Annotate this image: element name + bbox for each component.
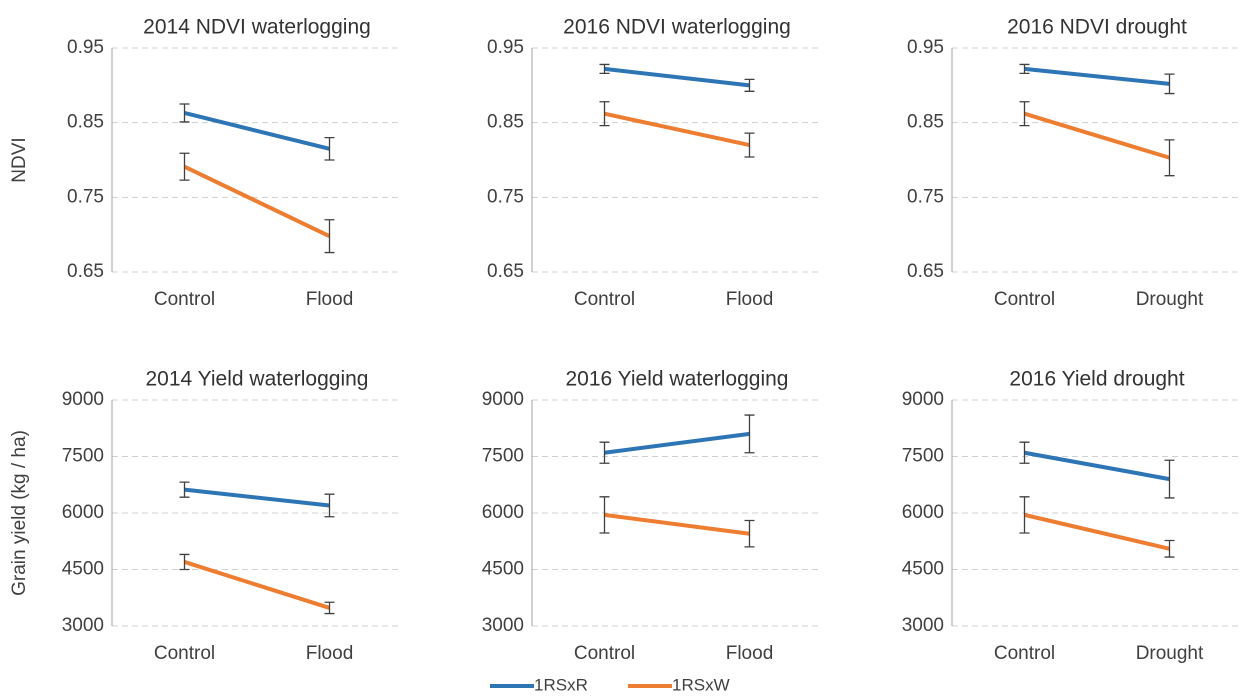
error-bar <box>599 63 610 75</box>
series-line <box>184 111 330 151</box>
y-tick-label: 6000 <box>482 502 524 523</box>
error-bar <box>1019 63 1030 75</box>
y-tick-label: 6000 <box>62 502 104 523</box>
x-tick-label: Flood <box>726 643 774 664</box>
legend-label: 1RSxW <box>672 675 730 694</box>
series-line <box>604 66 750 88</box>
chart-title: 2016 NDVI waterlogging <box>563 16 791 39</box>
series-line <box>1023 111 1171 160</box>
series-line <box>1024 66 1170 86</box>
error-bar <box>744 414 755 454</box>
error-bar <box>179 152 190 181</box>
x-tick-label: Drought <box>1136 643 1204 664</box>
series-line <box>183 164 331 238</box>
y-tick-label: 0.85 <box>907 112 944 133</box>
error-bar <box>324 493 335 518</box>
error-bar <box>599 441 610 464</box>
series-line <box>604 111 750 148</box>
x-tick-label: Flood <box>726 289 774 310</box>
y-tick-label: 0.75 <box>907 186 944 207</box>
error-bar <box>1164 139 1175 177</box>
y-tick-label: 6000 <box>902 502 944 523</box>
y-tick-label: 0.85 <box>487 112 524 133</box>
y-tick-label: 7500 <box>482 446 524 467</box>
series-line <box>1024 450 1170 482</box>
x-tick-label: Control <box>154 643 215 664</box>
error-bar <box>324 219 335 254</box>
error-bar <box>744 132 755 158</box>
y-tick-label: 0.95 <box>487 37 524 58</box>
x-tick-label: Flood <box>306 643 354 664</box>
y-tick-label: 0.65 <box>67 261 104 282</box>
y-tick-label: 0.75 <box>487 186 524 207</box>
series-line <box>1024 512 1170 551</box>
y-tick-label: 4500 <box>482 559 524 580</box>
y-tick-label: 9000 <box>902 389 944 410</box>
y-tick-label: 3000 <box>902 615 944 636</box>
y-tick-label: 0.95 <box>907 37 944 58</box>
chart-title: 2016 Yield drought <box>1009 368 1184 391</box>
y-tick-label: 0.85 <box>67 112 104 133</box>
x-tick-label: Control <box>154 289 215 310</box>
error-bar <box>599 101 610 127</box>
y-axis-label: NDVI <box>9 137 30 182</box>
error-bar <box>1019 496 1030 534</box>
y-tick-label: 7500 <box>902 446 944 467</box>
y-tick-label: 0.75 <box>67 186 104 207</box>
y-tick-label: 3000 <box>62 615 104 636</box>
series-line <box>604 512 750 536</box>
error-bar <box>1019 441 1030 464</box>
y-tick-label: 3000 <box>482 615 524 636</box>
y-tick-label: 7500 <box>62 446 104 467</box>
error-bar <box>179 553 190 571</box>
x-tick-label: Control <box>574 643 635 664</box>
series-line <box>604 431 750 455</box>
chart-title: 2016 NDVI drought <box>1007 16 1187 39</box>
error-bar <box>1164 459 1175 499</box>
error-bar <box>1164 73 1175 95</box>
error-bar <box>179 481 190 498</box>
error-bar <box>179 103 190 123</box>
error-bar <box>599 496 610 534</box>
y-axis-label: Grain yield (kg / ha) <box>9 430 30 596</box>
x-tick-label: Control <box>574 289 635 310</box>
error-bar <box>1164 539 1175 558</box>
x-tick-label: Flood <box>306 289 354 310</box>
x-tick-label: Drought <box>1136 289 1204 310</box>
x-tick-label: Control <box>994 289 1055 310</box>
y-tick-label: 4500 <box>902 559 944 580</box>
series-line <box>183 560 331 610</box>
series-line <box>184 487 330 508</box>
y-tick-label: 9000 <box>62 389 104 410</box>
y-tick-label: 0.95 <box>67 37 104 58</box>
chart-title: 2014 Yield waterlogging <box>145 368 368 391</box>
legend-label: 1RSxR <box>534 675 588 694</box>
error-bar <box>744 78 755 92</box>
y-tick-label: 9000 <box>482 389 524 410</box>
x-tick-label: Control <box>994 643 1055 664</box>
y-tick-label: 0.65 <box>907 261 944 282</box>
error-bar <box>1019 101 1030 127</box>
chart-title: 2014 NDVI waterlogging <box>143 16 371 39</box>
error-bar <box>744 519 755 548</box>
error-bar <box>324 601 335 615</box>
y-tick-label: 0.65 <box>487 261 524 282</box>
y-tick-label: 4500 <box>62 559 104 580</box>
chart-title: 2016 Yield waterlogging <box>565 368 788 391</box>
error-bar <box>324 136 335 161</box>
